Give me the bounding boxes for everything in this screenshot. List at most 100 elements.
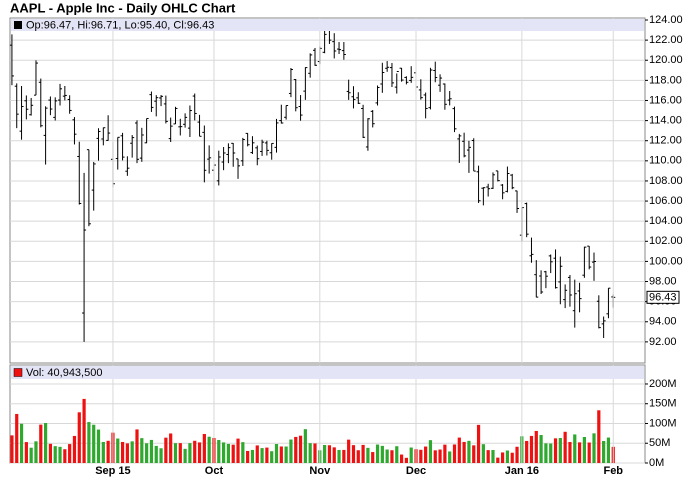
x-tick-label: Dec	[406, 465, 426, 477]
x-tick-label: Nov	[309, 465, 331, 477]
volume-bar	[351, 445, 356, 463]
volume-bar	[58, 446, 62, 463]
volume-panel	[9, 364, 646, 464]
volume-bar	[438, 449, 442, 463]
volume-bar	[529, 435, 534, 463]
header-icon	[14, 21, 22, 29]
volume-bar	[602, 440, 606, 463]
y-tick-label: 108.00	[649, 175, 683, 187]
volume-bar	[43, 423, 48, 463]
volume-bar	[164, 437, 168, 463]
y-tick-label: 100M	[649, 417, 677, 429]
volume-bar	[10, 435, 14, 463]
y-tick-label: 92.00	[649, 336, 677, 348]
volume-bar	[332, 447, 336, 463]
volume-bar	[241, 442, 245, 463]
volume-bar	[553, 438, 558, 463]
volume-bar	[15, 413, 19, 463]
volume-bar	[443, 444, 447, 463]
volume-icon	[13, 368, 23, 377]
volume-bar	[116, 438, 120, 463]
volume-bar	[361, 444, 365, 463]
volume-bar	[481, 444, 485, 463]
volume-bar	[323, 445, 327, 463]
y-tick-label: 94.00	[649, 316, 677, 328]
volume-bar	[250, 449, 255, 463]
volume-bar	[63, 449, 67, 463]
last-price-label: 96.43	[649, 292, 677, 304]
volume-bar	[274, 444, 279, 463]
volume-bar	[515, 446, 519, 463]
volume-bar	[399, 454, 404, 463]
volume-bar	[298, 435, 303, 463]
volume-bar	[587, 442, 591, 463]
volume-bar	[539, 435, 543, 463]
y-tick-label: 112.00	[649, 135, 682, 147]
volume-bar	[72, 435, 77, 463]
volume-bar	[568, 442, 572, 463]
volume-bar	[221, 442, 226, 463]
y-tick-label: 98.00	[649, 275, 677, 287]
last-price-box	[646, 290, 680, 304]
header-band	[11, 19, 644, 31]
y-tick-label: 104.00	[649, 215, 683, 227]
volume-bar	[597, 410, 601, 463]
volume-bar	[24, 442, 28, 463]
volume-bar	[337, 449, 341, 463]
volume-bar	[39, 424, 43, 463]
y-tick-label: 0M	[649, 457, 664, 469]
volume-bar	[534, 430, 538, 463]
volume-bar	[178, 443, 182, 463]
volume-bar	[145, 443, 149, 463]
volume-bar	[246, 450, 250, 463]
ohlc-header: Op:96.47, Hi:96.71, Lo:95.40, Cl:96.43	[26, 19, 214, 31]
y-tick-label: 50M	[649, 437, 670, 449]
volume-bar	[303, 429, 307, 463]
x-tick-label: Feb	[603, 465, 623, 477]
volume-bar	[510, 452, 514, 463]
volume-bar	[486, 450, 490, 463]
volume-bar	[395, 446, 399, 463]
volume-bar	[202, 433, 206, 463]
volume-bar	[472, 445, 476, 463]
volume-bar	[582, 436, 586, 463]
volume-bar	[294, 436, 298, 463]
y-tick-label: 110.00	[649, 155, 682, 167]
volume-bar	[34, 441, 38, 463]
y-tick-label: 100.00	[649, 255, 683, 267]
y-tick-label: 124.00	[649, 14, 683, 26]
volume-bar	[491, 450, 495, 463]
volume-bar	[606, 437, 611, 463]
volume-bar	[525, 440, 529, 463]
volume-bar	[53, 446, 57, 463]
volume-bar	[371, 452, 375, 463]
volume-bar	[428, 440, 433, 463]
volume-bar	[308, 443, 312, 463]
volume-bar	[448, 451, 452, 463]
volume-bar	[385, 449, 389, 463]
y-tick-label: 200M	[649, 378, 677, 390]
x-tick-label: Oct	[205, 465, 224, 477]
volume-bar	[173, 443, 178, 463]
volume-bar	[207, 436, 211, 463]
volume-bar	[87, 422, 91, 463]
volume-bar	[433, 450, 437, 463]
volume-bar	[366, 447, 370, 463]
volume-bar	[577, 442, 582, 463]
volume-bar	[106, 440, 110, 463]
volume-bar	[467, 440, 471, 463]
volume-bar	[327, 445, 332, 463]
volume-bar	[48, 443, 53, 463]
volume-bar	[347, 439, 351, 463]
volume-bar	[231, 444, 235, 463]
y-tick-label: 118.00	[649, 74, 682, 86]
volume-bar	[193, 440, 197, 463]
volume-bar	[135, 429, 139, 463]
volume-bar	[452, 444, 457, 463]
volume-bar	[380, 445, 384, 463]
volume-bar	[120, 441, 125, 463]
volume-bar	[125, 443, 129, 463]
volume-bar	[270, 451, 274, 463]
volume-header: Vol: 40,943,500	[26, 367, 102, 379]
